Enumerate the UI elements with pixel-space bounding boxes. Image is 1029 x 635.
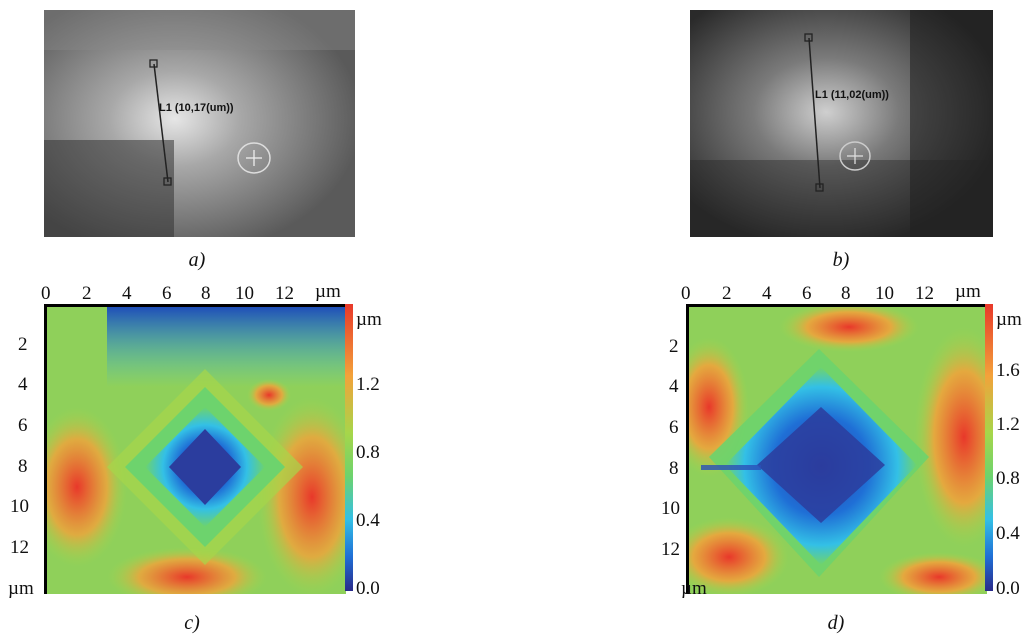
measurement-label-b: L1 (11,02(um)) — [815, 89, 889, 101]
c-ytick-8: 8 — [18, 456, 28, 477]
c-xtick-12: 12 — [275, 283, 294, 304]
d-ytick-6: 6 — [669, 417, 679, 438]
d-cbar-tick-1.6: 1.6 — [996, 360, 1020, 381]
colorbar-d — [985, 304, 993, 591]
d-xtick-12: 12 — [915, 283, 934, 304]
d-xtick-0: 0 — [681, 283, 691, 304]
d-xtick-6: 6 — [802, 283, 812, 304]
c-ytick-6: 6 — [18, 415, 28, 436]
d-cbar-tick-0.8: 0.8 — [996, 468, 1020, 489]
height-map-c — [44, 304, 346, 594]
micrograph-b: L1 (11,02(um)) — [690, 10, 993, 237]
height-map-d — [686, 304, 987, 594]
height-map-d-image — [689, 307, 987, 594]
c-cbar-tick-0.4: 0.4 — [356, 510, 380, 531]
c-cbar-tick-1.2: 1.2 — [356, 374, 380, 395]
c-xtick-4: 4 — [122, 283, 132, 304]
micrograph-b-image — [690, 10, 993, 237]
c-ytick-12: 12 — [10, 537, 29, 558]
d-xtick-8: 8 — [841, 283, 851, 304]
c-xtick-2: 2 — [82, 283, 92, 304]
measurement-label-a: L1 (10,17(um)) — [159, 102, 234, 114]
d-ytick-2: 2 — [669, 336, 679, 357]
colorbar-c — [345, 304, 353, 591]
c-cbar-tick-0.8: 0.8 — [356, 442, 380, 463]
c-xtick-10: 10 — [235, 283, 254, 304]
micrograph-a: L1 (10,17(um)) — [44, 10, 355, 237]
d-cbar-tick-0.4: 0.4 — [996, 523, 1020, 544]
c-cbar-tick-0.0: 0.0 — [356, 578, 380, 599]
c-cbar-unit: µm — [356, 309, 382, 330]
d-cbar-unit: µm — [996, 309, 1022, 330]
c-yunit: µm — [8, 578, 34, 599]
d-ytick-8: 8 — [669, 458, 679, 479]
c-ytick-10: 10 — [10, 496, 29, 517]
caption-a: a) — [188, 249, 206, 271]
c-ytick-2: 2 — [18, 334, 28, 355]
d-xtick-10: 10 — [875, 283, 894, 304]
caption-b: b) — [832, 249, 850, 271]
d-ytick-4: 4 — [669, 376, 679, 397]
d-yunit: µm — [681, 578, 707, 599]
c-ytick-4: 4 — [18, 374, 28, 395]
micrograph-a-image — [44, 10, 355, 237]
caption-c: c) — [184, 612, 200, 634]
d-xunit: µm — [955, 281, 981, 302]
height-map-c-image — [47, 307, 346, 594]
d-ytick-10: 10 — [661, 498, 680, 519]
c-xtick-8: 8 — [201, 283, 211, 304]
c-xunit: µm — [315, 281, 341, 302]
d-xtick-2: 2 — [722, 283, 732, 304]
caption-d: d) — [827, 612, 845, 634]
d-ytick-12: 12 — [661, 539, 680, 560]
c-xtick-0: 0 — [41, 283, 51, 304]
d-cbar-tick-1.2: 1.2 — [996, 414, 1020, 435]
d-xtick-4: 4 — [762, 283, 772, 304]
c-xtick-6: 6 — [162, 283, 172, 304]
d-cbar-tick-0.0: 0.0 — [996, 578, 1020, 599]
